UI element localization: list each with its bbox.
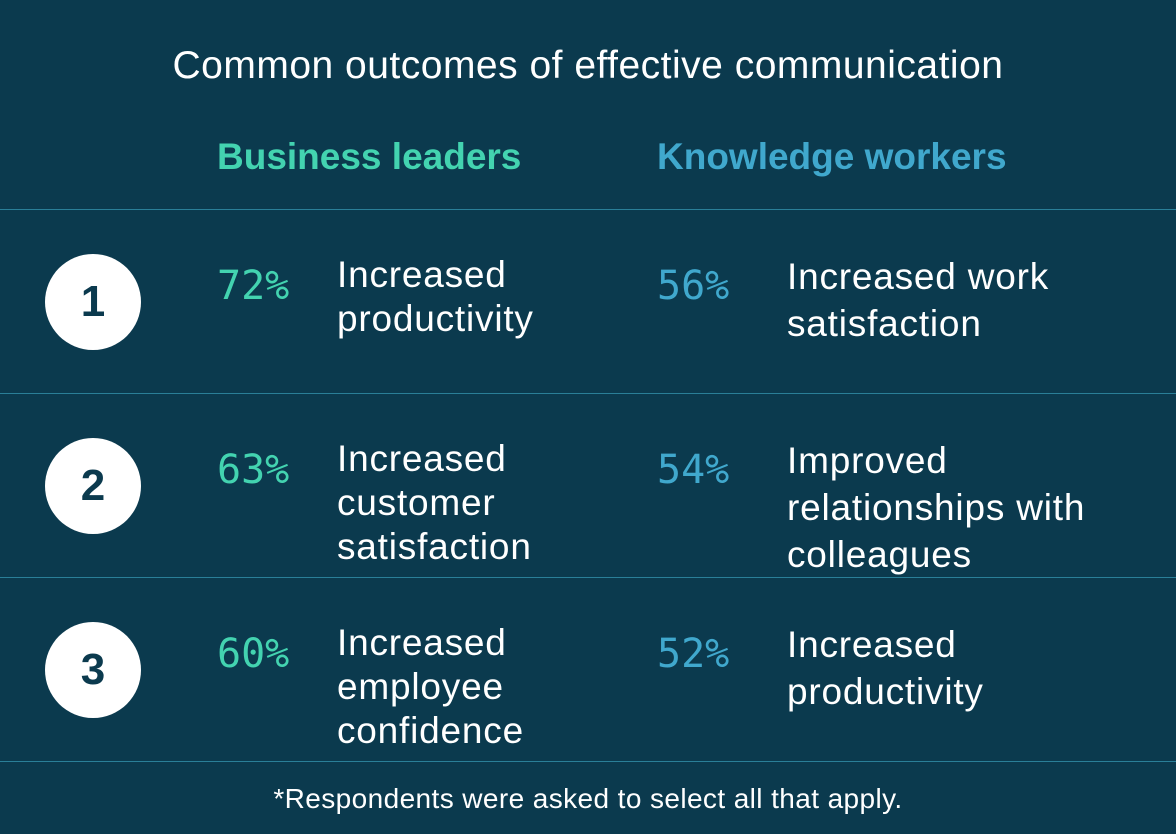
percent: 54% — [657, 447, 730, 493]
percent: 52% — [657, 631, 730, 677]
outcome: Increased customer satisfaction — [337, 438, 532, 567]
outcome: Increased employee confidence — [337, 622, 524, 751]
outcome: Increased work satisfaction — [787, 256, 1050, 344]
outcome: Improved relationships with colleagues — [787, 440, 1086, 575]
column-header: Business leaders — [217, 136, 522, 177]
rank-badge: 3 — [45, 622, 141, 718]
percent: 60% — [217, 631, 290, 677]
footnote: *Respondents were asked to select all th… — [273, 783, 903, 814]
title: Common outcomes of effective communicati… — [172, 44, 1004, 87]
percent: 56% — [657, 263, 730, 309]
rank-badge: 2 — [45, 438, 141, 534]
percent: 63% — [217, 447, 290, 493]
separator — [0, 761, 1176, 762]
outcome: Increased productivity — [787, 624, 984, 712]
separator — [0, 209, 1176, 210]
separator — [0, 393, 1176, 394]
rank-badge: 1 — [45, 254, 141, 350]
percent: 72% — [217, 263, 290, 309]
separator — [0, 577, 1176, 578]
column-header: Knowledge workers — [657, 136, 1007, 177]
outcome: Increased productivity — [337, 254, 534, 339]
